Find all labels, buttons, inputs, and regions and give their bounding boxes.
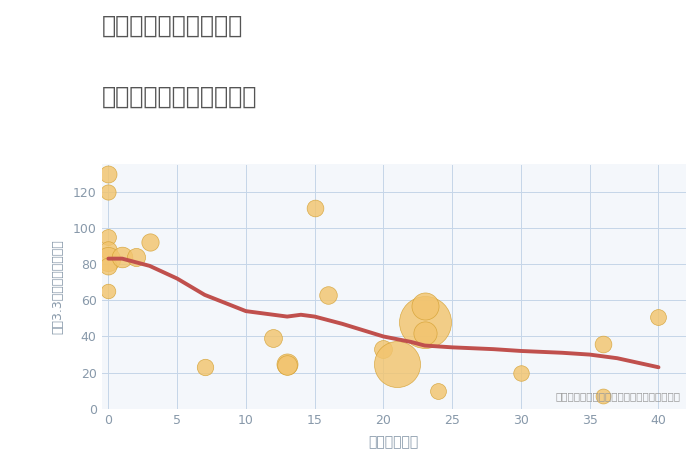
- Point: [103, 170, 114, 177]
- Point: [391, 360, 402, 368]
- Point: [419, 318, 430, 326]
- Point: [653, 313, 664, 321]
- Point: [103, 288, 114, 295]
- Point: [103, 246, 114, 253]
- Point: [419, 302, 430, 309]
- Text: 築年数別中古戸建て価格: 築年数別中古戸建て価格: [102, 85, 257, 109]
- Point: [378, 345, 389, 353]
- Point: [103, 255, 114, 262]
- Point: [144, 239, 155, 246]
- Y-axis label: 坪（3.3㎡）単価（万円）: 坪（3.3㎡）単価（万円）: [51, 239, 64, 334]
- Point: [515, 369, 526, 376]
- Point: [103, 262, 114, 270]
- Point: [130, 253, 141, 260]
- Point: [433, 387, 444, 394]
- Point: [268, 335, 279, 342]
- Point: [199, 363, 210, 371]
- Point: [103, 188, 114, 196]
- Point: [419, 329, 430, 337]
- Text: 兵庫県姫路市福中町の: 兵庫県姫路市福中町の: [102, 14, 243, 38]
- Point: [323, 291, 334, 298]
- Point: [103, 233, 114, 241]
- Point: [281, 360, 293, 368]
- Point: [116, 253, 127, 260]
- Point: [281, 362, 293, 369]
- Text: 円の大きさは、取引のあった物件面積を示す: 円の大きさは、取引のあった物件面積を示す: [555, 392, 680, 401]
- Point: [309, 204, 321, 212]
- X-axis label: 築年数（年）: 築年数（年）: [369, 435, 419, 449]
- Point: [598, 392, 609, 400]
- Point: [598, 340, 609, 347]
